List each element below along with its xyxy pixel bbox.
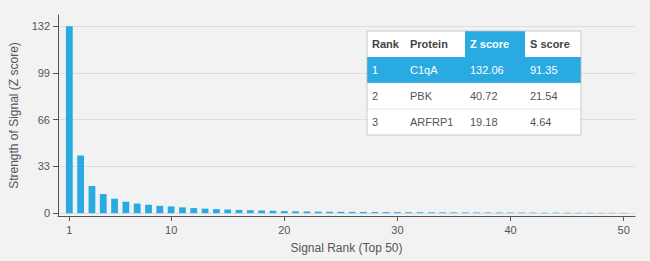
svg-text:40.72: 40.72 [470, 90, 498, 102]
svg-text:132.06: 132.06 [470, 64, 504, 76]
svg-text:C1qA: C1qA [410, 64, 438, 76]
svg-text:50: 50 [618, 224, 630, 236]
svg-text:19.18: 19.18 [470, 116, 498, 128]
svg-text:66: 66 [38, 114, 50, 126]
svg-text:40: 40 [504, 224, 516, 236]
svg-text:91.35: 91.35 [530, 64, 558, 76]
svg-text:33: 33 [38, 160, 50, 172]
svg-text:99: 99 [38, 67, 50, 79]
svg-text:PBK: PBK [410, 90, 433, 102]
svg-text:21.54: 21.54 [530, 90, 558, 102]
svg-text:3: 3 [372, 116, 378, 128]
svg-text:0: 0 [44, 207, 50, 219]
svg-text:ARFRP1: ARFRP1 [410, 116, 453, 128]
svg-text:S score: S score [530, 38, 570, 50]
svg-text:30: 30 [391, 224, 403, 236]
svg-text:1: 1 [372, 64, 378, 76]
svg-text:1: 1 [66, 224, 72, 236]
svg-text:Rank: Rank [372, 38, 400, 50]
svg-text:Signal Rank (Top 50): Signal Rank (Top 50) [290, 241, 402, 255]
svg-text:Z score: Z score [470, 38, 509, 50]
svg-text:4.64: 4.64 [530, 116, 551, 128]
svg-text:10: 10 [165, 224, 177, 236]
svg-text:2: 2 [372, 90, 378, 102]
svg-text:20: 20 [278, 224, 290, 236]
svg-text:Protein: Protein [410, 38, 448, 50]
svg-text:132: 132 [32, 20, 50, 32]
svg-text:Strength of Signal (Z score): Strength of Signal (Z score) [7, 42, 21, 189]
